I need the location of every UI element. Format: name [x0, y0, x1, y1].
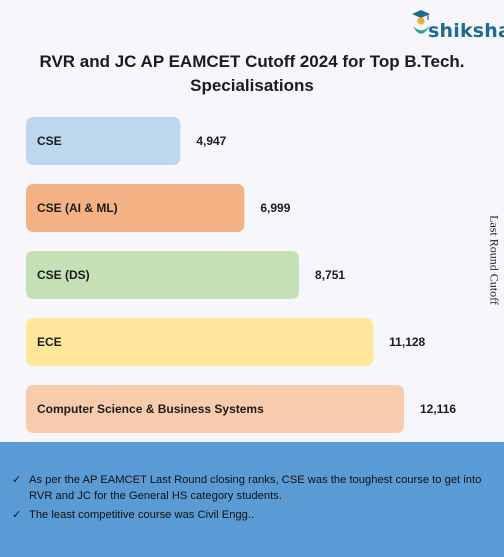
note-item: ✓ The least competitive course was Civil …	[12, 507, 492, 523]
note-item: ✓ As per the AP EAMCET Last Round closing…	[12, 472, 492, 504]
bar-chart: CSE 4,947 CSE (AI & ML) 6,999 CSE (DS) 8,751 E…	[26, 117, 456, 433]
bar-group: Computer Science & Business Systems 12,11…	[26, 385, 456, 433]
note-text: As per the AP EAMCET Last Round closing …	[29, 474, 482, 502]
bar-group: CSE (AI & ML) 6,999	[26, 184, 291, 232]
chart-title: RVR and JC AP EAMCET Cutoff 2024 for Top…	[39, 52, 465, 95]
check-mark-icon: ✓	[12, 474, 22, 486]
value-label: 8,751	[315, 268, 345, 282]
check-mark-icon: ✓	[12, 509, 22, 521]
shiksha-logo: shiksha	[410, 6, 504, 46]
value-label: 6,999	[260, 201, 290, 215]
category-label: CSE (DS)	[37, 268, 90, 282]
note-text: The least competitive course was Civil E…	[29, 509, 255, 521]
bar	[26, 184, 245, 232]
bar	[26, 318, 374, 366]
category-label: CSE (AI & ML)	[37, 201, 118, 215]
value-label: 11,128	[389, 335, 425, 349]
brand-name: shiksha	[428, 20, 504, 42]
bar-group: CSE (DS) 8,751	[26, 251, 345, 299]
notes-list: ✓ As per the AP EAMCET Last Round closing…	[0, 442, 504, 523]
value-label: 4,947	[196, 134, 226, 148]
bar	[26, 251, 300, 299]
bar-group: ECE 11,128	[26, 318, 426, 366]
bar-group: CSE 4,947	[26, 117, 227, 165]
bar	[26, 117, 181, 165]
notes-panel: ✓ As per the AP EAMCET Last Round closing…	[0, 442, 504, 557]
value-label: 12,116	[420, 402, 456, 416]
y-axis-label: Last Round Cutoff	[487, 215, 502, 305]
category-label: CSE	[37, 134, 62, 148]
graduate-figure-icon	[412, 10, 430, 34]
bar	[26, 385, 404, 433]
category-label: Computer Science & Business Systems	[37, 402, 264, 416]
category-label: ECE	[37, 335, 62, 349]
